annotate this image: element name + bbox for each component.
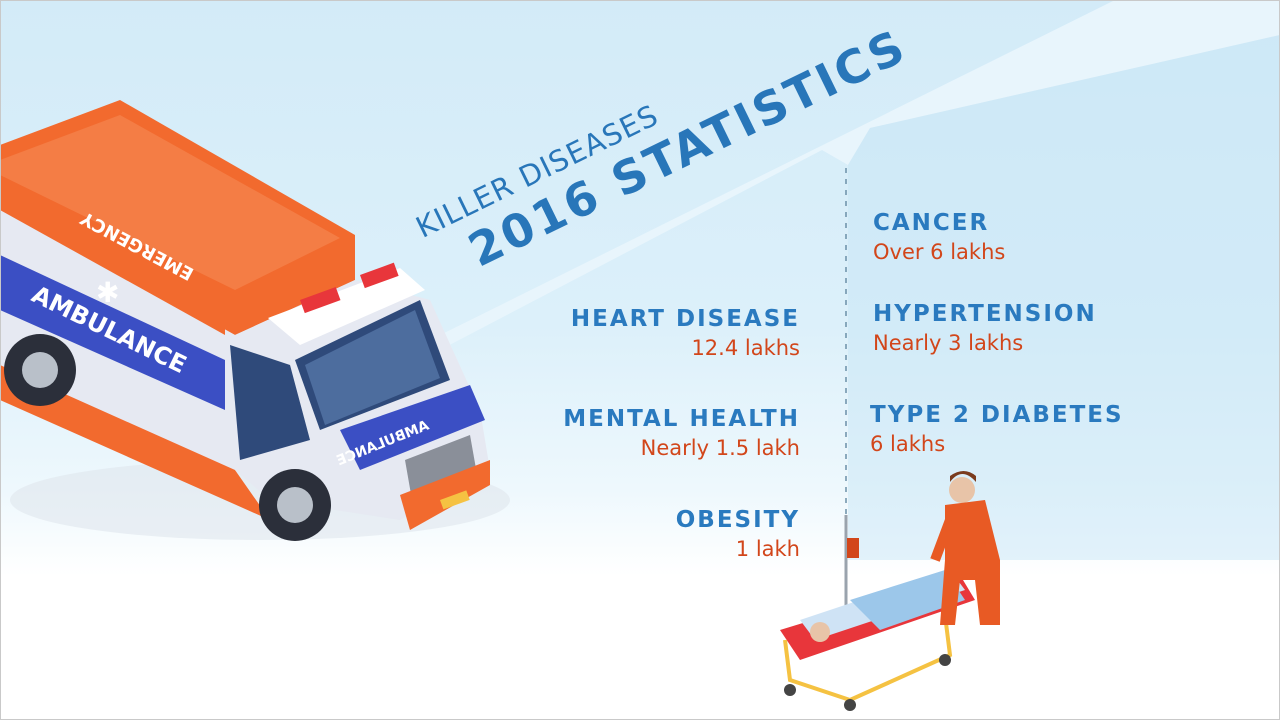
stat-value: Nearly 1.5 lakh [640,436,800,460]
stat-name: TYPE 2 DIABETES [870,402,1124,428]
stat-heart-disease: HEART DISEASE 12.4 lakhs [480,306,800,360]
star-of-life-icon: ✱ [96,276,119,309]
stat-name: HYPERTENSION [873,301,1097,327]
stat-value: Over 6 lakhs [873,240,1006,264]
stat-name: HEART DISEASE [570,306,800,332]
stat-name: OBESITY [675,507,800,533]
banner-shadow-region [848,35,1280,560]
stat-obesity: OBESITY 1 lakh [480,507,800,561]
stat-hypertension: HYPERTENSION Nearly 3 lakhs [873,301,1097,355]
stat-name: MENTAL HEALTH [563,406,800,432]
stat-value: 6 lakhs [870,432,946,456]
stat-name: CANCER [873,210,990,236]
stat-value: 12.4 lakhs [691,336,800,360]
stat-value: 1 lakh [735,537,800,561]
paramedic-stretcher-illustration [780,471,1000,711]
stat-value: Nearly 3 lakhs [873,331,1024,355]
stat-type-2-diabetes: TYPE 2 DIABETES 6 lakhs [870,402,1124,456]
stat-cancer: CANCER Over 6 lakhs [873,210,1005,264]
stat-mental-health: MENTAL HEALTH Nearly 1.5 lakh [480,406,800,460]
title-banner [420,0,1280,350]
ambulance-illustration: EMERGENCY AMBULANCE AMBULANCE ✱ [0,100,510,541]
